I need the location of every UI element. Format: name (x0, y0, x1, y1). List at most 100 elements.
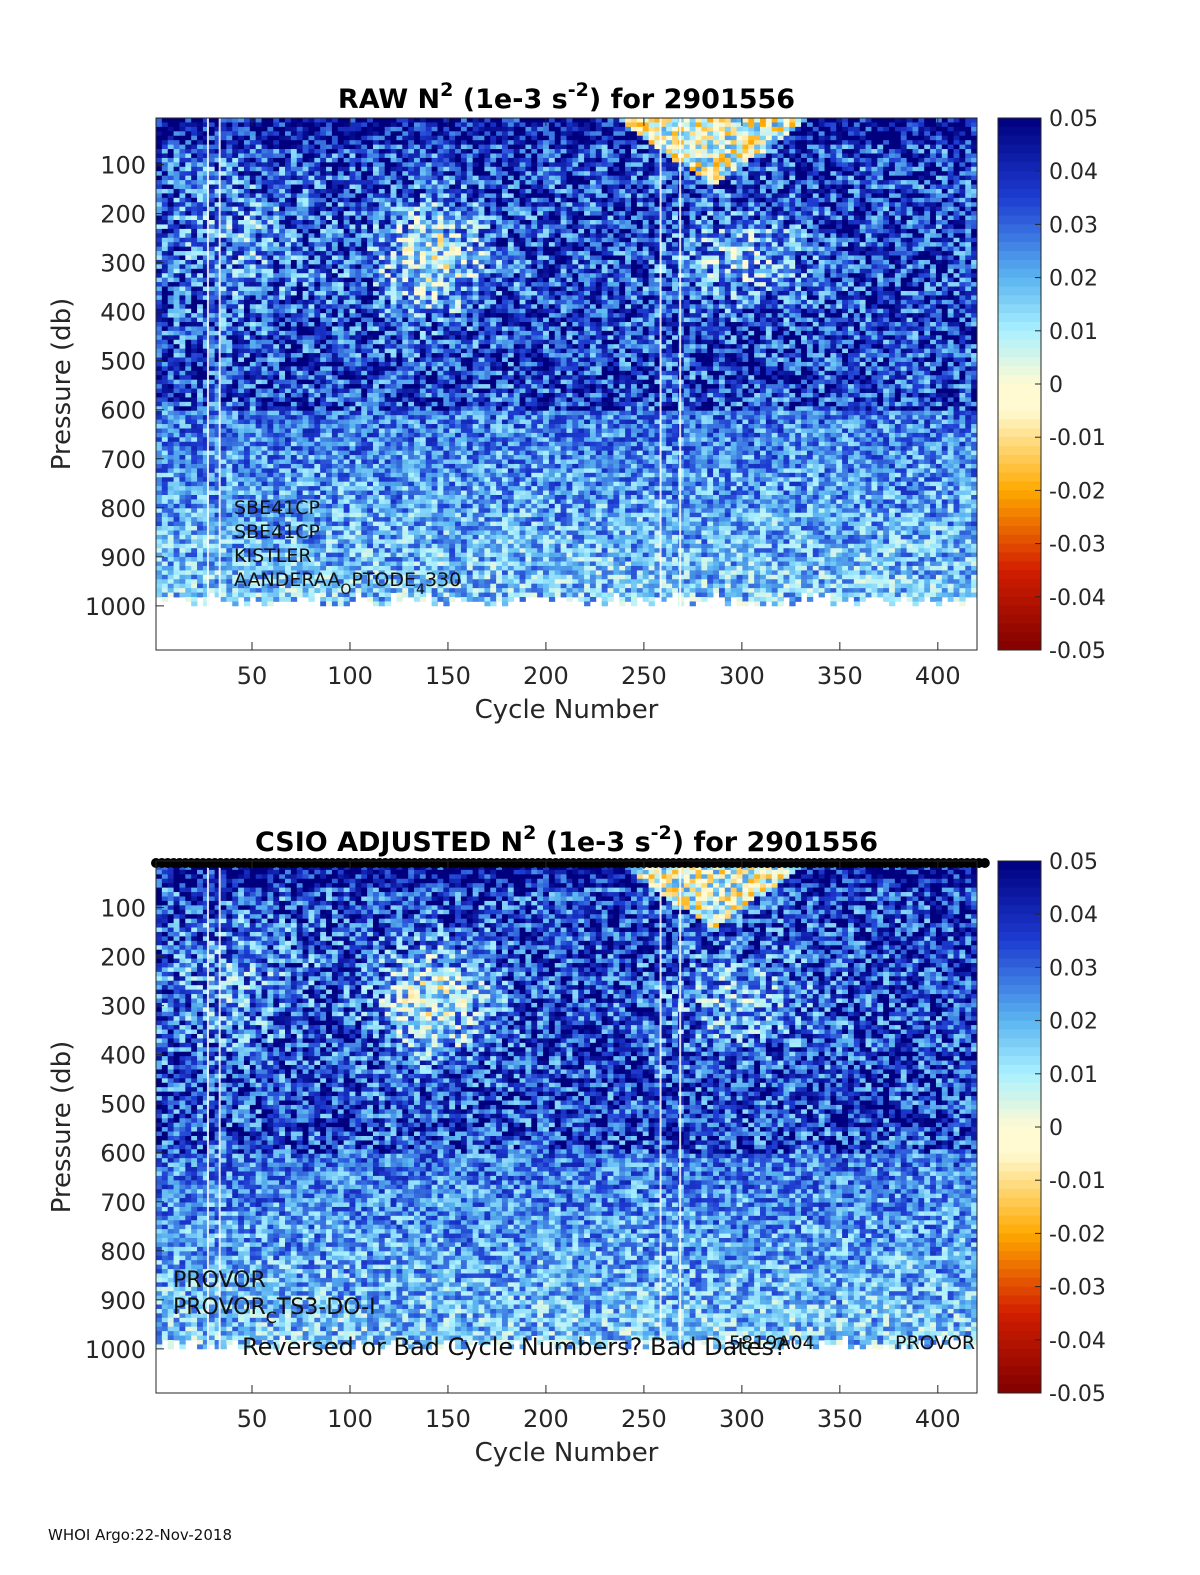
heatmap-cell (249, 486, 257, 491)
heatmap-cell (173, 304, 180, 310)
heatmap-cell (414, 375, 421, 381)
heatmap-cell (255, 597, 262, 602)
heatmap-cell (390, 259, 397, 265)
heatmap-cell (337, 459, 345, 465)
heatmap-cell (173, 370, 180, 376)
heatmap-cell (243, 446, 251, 452)
heatmap-cell (220, 242, 227, 248)
heatmap-cell (238, 162, 245, 168)
heatmap-cell (337, 432, 345, 438)
heatmap-cell (214, 264, 221, 270)
heatmap-cell (208, 206, 216, 212)
heatmap-cell (355, 348, 362, 354)
heatmap-cell (349, 370, 356, 376)
heatmap-cell (337, 361, 345, 367)
heatmap-cell (308, 477, 315, 483)
heatmap-cell (273, 290, 280, 296)
heatmap-cell (390, 122, 397, 128)
heatmap-cell (355, 384, 362, 389)
heatmap-cell (232, 140, 239, 146)
heatmap-cell (372, 455, 380, 460)
heatmap-cell (226, 574, 233, 580)
heatmap-cell (396, 459, 403, 465)
heatmap-cell (220, 228, 227, 234)
heatmap-cell (331, 455, 339, 460)
heatmap-cell (408, 441, 415, 447)
heatmap-cell (214, 459, 221, 465)
heatmap-cell (355, 539, 362, 545)
heatmap-cell (408, 455, 415, 460)
heatmap-cell (326, 220, 333, 225)
heatmap-cell (220, 494, 227, 500)
heatmap-cell (296, 521, 303, 527)
heatmap-cell (326, 215, 333, 221)
heatmap-cell (208, 401, 216, 407)
heatmap-cell (167, 348, 174, 354)
heatmap-cell (261, 406, 268, 412)
heatmap-cell (367, 144, 374, 150)
heatmap-cell (156, 326, 163, 332)
heatmap-cell (261, 450, 268, 456)
heatmap-cell (202, 477, 210, 483)
heatmap-cell (308, 419, 315, 425)
heatmap-cell (161, 184, 169, 190)
heatmap-cell (279, 455, 286, 460)
heatmap-cell (179, 224, 186, 230)
heatmap-cell (331, 579, 339, 585)
heatmap-cell (343, 499, 350, 505)
heatmap-cell (273, 144, 280, 150)
heatmap-cell (167, 175, 174, 181)
heatmap-cell (232, 126, 239, 132)
heatmap-cell (290, 481, 298, 487)
heatmap-cell (167, 233, 174, 239)
heatmap-cell (220, 344, 227, 350)
heatmap-cell (238, 193, 245, 199)
heatmap-cell (290, 486, 298, 491)
heatmap-cell (173, 410, 180, 416)
heatmap-cell (384, 366, 391, 372)
heatmap-cell (349, 428, 356, 434)
heatmap-cell (331, 175, 339, 181)
heatmap-cell (390, 233, 397, 239)
heatmap-cell (273, 344, 280, 350)
heatmap-cell (220, 530, 227, 536)
heatmap-cell (320, 601, 327, 607)
heatmap-cell (378, 494, 386, 500)
heatmap-cell (355, 397, 362, 403)
heatmap-cell (208, 428, 216, 434)
heatmap-cell (331, 322, 339, 327)
heatmap-cell (226, 379, 233, 385)
heatmap-cell (197, 530, 204, 536)
heatmap-cell (173, 322, 180, 327)
heatmap-cell (273, 477, 280, 483)
heatmap-cell (402, 353, 409, 358)
heatmap-cell (349, 419, 356, 425)
heatmap-cell (331, 246, 339, 252)
heatmap-cell (161, 335, 169, 341)
heatmap-cell (232, 428, 239, 434)
heatmap-cell (273, 384, 280, 389)
heatmap-cell (226, 246, 233, 252)
heatmap-cell (331, 446, 339, 452)
heatmap-cell (337, 171, 345, 177)
heatmap-cell (197, 534, 204, 540)
heatmap-cell (308, 481, 315, 487)
heatmap-cell (326, 242, 333, 248)
heatmap-cell (290, 494, 298, 500)
heatmap-cell (419, 118, 427, 123)
heatmap-cell (156, 375, 163, 381)
heatmap-cell (320, 548, 327, 554)
heatmap-cell (191, 259, 198, 265)
heatmap-cell (249, 592, 257, 598)
heatmap-cell (179, 357, 186, 363)
heatmap-cell (185, 526, 192, 531)
heatmap-cell (419, 308, 427, 314)
heatmap-cell (331, 335, 339, 341)
heatmap-cell (402, 517, 409, 523)
heatmap-cell (202, 459, 210, 465)
heatmap-cell (214, 268, 221, 274)
heatmap-cell (279, 490, 286, 496)
heatmap-cell (255, 277, 262, 283)
heatmap-cell (349, 450, 356, 456)
heatmap-cell (302, 384, 309, 389)
